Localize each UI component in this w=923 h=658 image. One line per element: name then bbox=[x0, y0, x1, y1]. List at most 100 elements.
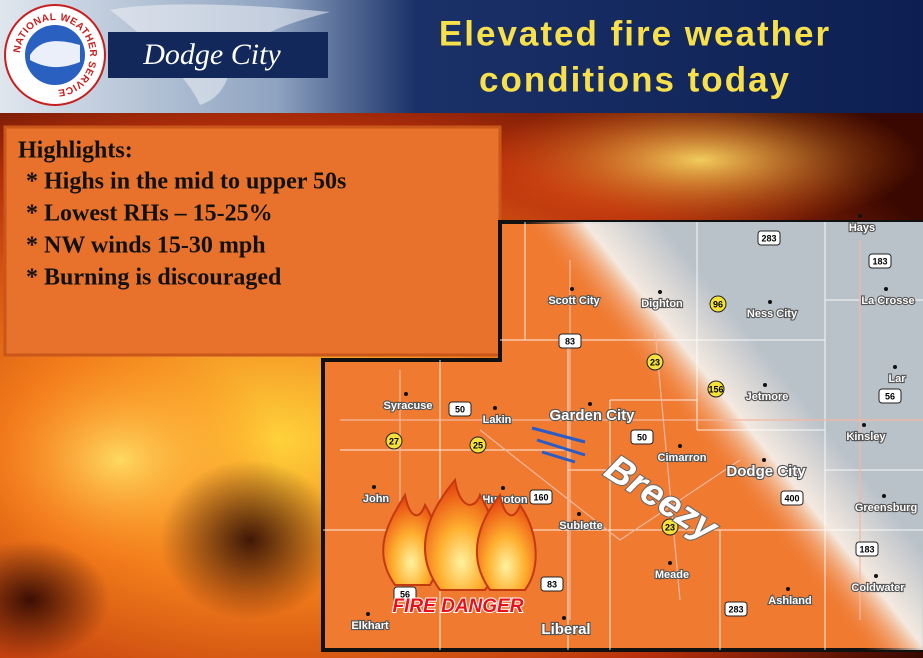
highways bbox=[340, 240, 923, 620]
city-dot bbox=[862, 423, 866, 427]
route-shield bbox=[707, 380, 725, 398]
route-number: 96 bbox=[713, 299, 723, 309]
city-label: Sublette bbox=[559, 520, 602, 532]
route-number: 283 bbox=[761, 233, 776, 243]
office-name: Dodge City bbox=[142, 38, 281, 71]
city-dot bbox=[570, 287, 574, 291]
city-dot bbox=[893, 365, 897, 369]
fire-icon bbox=[382, 477, 537, 591]
city-dot bbox=[372, 485, 376, 489]
city-dot bbox=[678, 444, 682, 448]
fire-glow bbox=[480, 90, 920, 230]
city-label: Elkhart bbox=[351, 620, 389, 632]
title-line: Elevated fire weather bbox=[439, 14, 831, 53]
city-dot bbox=[404, 392, 408, 396]
route-number: 25 bbox=[473, 440, 483, 450]
highlight-item: * Highs in the mid to upper 50s bbox=[26, 169, 346, 195]
city-dot bbox=[858, 214, 862, 218]
city-dot bbox=[366, 612, 370, 616]
city-label: Dighton bbox=[641, 298, 683, 310]
city-label: Ashland bbox=[768, 595, 811, 607]
route-number: 183 bbox=[859, 544, 874, 554]
city-dot bbox=[668, 561, 672, 565]
route-shield bbox=[780, 490, 804, 506]
city-label: Lakin bbox=[483, 414, 512, 426]
city-dot bbox=[588, 402, 592, 406]
city-label: Liberal bbox=[541, 621, 590, 638]
route-shield bbox=[558, 333, 582, 349]
route-number: 50 bbox=[637, 432, 647, 442]
route-number: 23 bbox=[665, 522, 675, 532]
route-shield bbox=[661, 518, 679, 536]
route-number: 56 bbox=[885, 391, 895, 401]
route-number: 160 bbox=[533, 492, 548, 502]
city-label: Dodge City bbox=[726, 463, 806, 480]
city-dot bbox=[874, 574, 878, 578]
highlights-heading: Highlights: bbox=[18, 138, 133, 164]
route-shield bbox=[868, 253, 892, 269]
route-shield bbox=[646, 353, 664, 371]
city-dot bbox=[501, 486, 505, 490]
city-dot bbox=[493, 406, 497, 410]
city-dot bbox=[762, 458, 766, 462]
city-label: Cimarron bbox=[658, 452, 707, 464]
city-label: Kinsley bbox=[846, 431, 886, 443]
highlight-item: * NW winds 15-30 mph bbox=[26, 233, 266, 259]
route-number: 83 bbox=[547, 579, 557, 589]
highlights-box bbox=[3, 125, 502, 357]
city-label: Scott City bbox=[548, 295, 600, 307]
highlight-item: * Burning is discouraged bbox=[26, 265, 282, 291]
route-shield bbox=[855, 541, 879, 557]
route-number: 23 bbox=[650, 357, 660, 367]
route-shield bbox=[709, 295, 727, 313]
city-label: Syracuse bbox=[384, 400, 433, 412]
route-number: 156 bbox=[708, 384, 723, 394]
route-number: 27 bbox=[389, 436, 399, 446]
city-label: Ness City bbox=[747, 308, 798, 320]
route-number: 50 bbox=[455, 404, 465, 414]
route-shield bbox=[448, 401, 472, 417]
route-number: 183 bbox=[872, 256, 887, 266]
route-shield bbox=[385, 432, 403, 450]
city-label: John bbox=[363, 493, 390, 505]
route-shield bbox=[529, 489, 553, 505]
route-number: 283 bbox=[728, 604, 743, 614]
city-dot bbox=[786, 587, 790, 591]
city-label: Meade bbox=[655, 569, 689, 581]
city-dot bbox=[882, 494, 886, 498]
city-dot bbox=[577, 512, 581, 516]
fire-shadow bbox=[0, 540, 110, 658]
fire-shadow bbox=[160, 460, 340, 620]
wind-barbs bbox=[531, 426, 586, 464]
title-line: conditions today bbox=[479, 60, 791, 99]
city-label: Garden City bbox=[549, 407, 635, 424]
city-label: Greensburg bbox=[855, 502, 917, 514]
city-dot bbox=[562, 616, 566, 620]
city-dot bbox=[884, 287, 888, 291]
map: Hays Scott City Dighton Ness City La Crosse L… bbox=[321, 214, 923, 652]
city-label: Hays bbox=[849, 222, 875, 234]
city-label: Coldwater bbox=[851, 582, 905, 594]
route-shield bbox=[878, 388, 902, 404]
highlight-item: * Lowest RHs – 15-25% bbox=[26, 201, 273, 227]
city-label: Jetmore bbox=[746, 391, 789, 403]
route-number: 56 bbox=[400, 589, 410, 599]
city-label: Lar bbox=[888, 373, 906, 385]
route-number: 400 bbox=[784, 493, 799, 503]
city-dot bbox=[658, 290, 662, 294]
logo-cloud bbox=[30, 41, 80, 68]
route-shield bbox=[540, 576, 564, 592]
office-box bbox=[108, 32, 328, 78]
city-label: Hugoton bbox=[482, 494, 527, 506]
city-dot bbox=[768, 300, 772, 304]
city-label: La Crosse bbox=[861, 295, 914, 307]
route-shield bbox=[393, 586, 417, 602]
city-dot bbox=[763, 383, 767, 387]
route-shield bbox=[469, 436, 487, 454]
route-shield bbox=[724, 601, 748, 617]
hazard-label: FIRE DANGER bbox=[393, 596, 524, 617]
route-shield bbox=[757, 230, 781, 246]
route-number: 83 bbox=[565, 336, 575, 346]
route-shield bbox=[630, 429, 654, 445]
